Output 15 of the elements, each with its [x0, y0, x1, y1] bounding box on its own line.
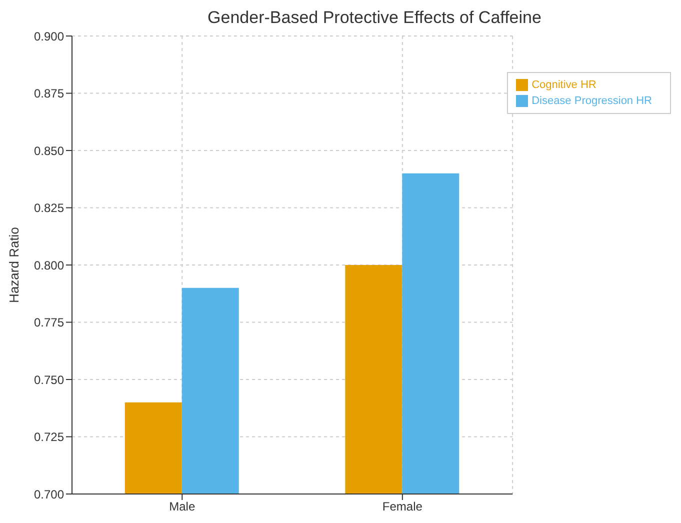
y-tick-label: 0.900 [34, 29, 64, 44]
x-tick-label: Male [169, 500, 196, 514]
y-tick-label: 0.875 [34, 86, 64, 101]
y-tick-label: 0.700 [34, 487, 64, 502]
y-tick-label: 0.775 [34, 316, 64, 330]
y-tick-label: 0.800 [34, 258, 64, 272]
chart-title: Gender-Based Protective Effects of Caffeine [206, 8, 542, 29]
y-tick-label: 0.825 [34, 201, 64, 216]
y-tick-label: 0.750 [34, 372, 64, 387]
x-tick-label: Female [382, 500, 423, 514]
y-tick-label: 0.725 [34, 430, 64, 444]
legend-label: Cognitive HR [532, 79, 596, 91]
legend-label: Disease Progression HR [532, 95, 652, 107]
y-tick-label: 0.850 [34, 144, 64, 158]
y-axis-title: Hazard Ratio [6, 227, 22, 303]
